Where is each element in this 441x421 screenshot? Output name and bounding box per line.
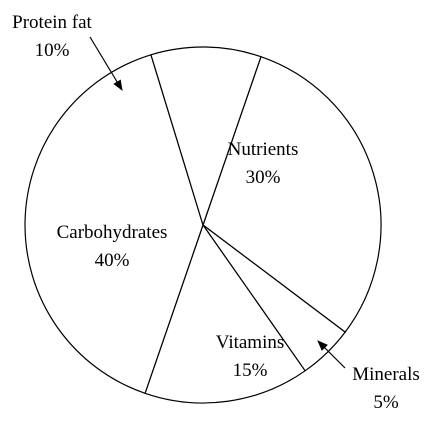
slice-value-carbohydrates: 40% <box>95 250 130 271</box>
slice-label-carbohydrates: Carbohydrates <box>57 222 168 243</box>
pie-slice-carbohydrates <box>24 54 204 394</box>
slice-value-vitamins: 15% <box>233 360 268 381</box>
slice-label-vitamins: Vitamins <box>216 332 285 353</box>
leader-arrow-protein-fat <box>89 36 123 91</box>
slice-label-minerals: Minerals <box>352 364 420 385</box>
slice-value-nutrients: 30% <box>246 167 281 188</box>
slice-label-nutrients: Nutrients <box>228 139 299 160</box>
pie-slices <box>24 46 382 404</box>
slice-value-minerals: 5% <box>373 392 399 413</box>
pie-slice-vitamins <box>144 224 306 404</box>
slice-label-protein-fat: Protein fat <box>12 12 92 33</box>
pie-slice-protein-fat <box>150 46 262 226</box>
slice-labels: Nutrients 30% Minerals 5% Vitamins 15% Carbohy… <box>12 12 420 413</box>
slice-value-protein-fat: 10% <box>35 40 70 61</box>
pie-slice-nutrients <box>202 56 382 333</box>
leader-arrow-minerals <box>317 340 346 369</box>
leader-lines <box>89 36 346 369</box>
